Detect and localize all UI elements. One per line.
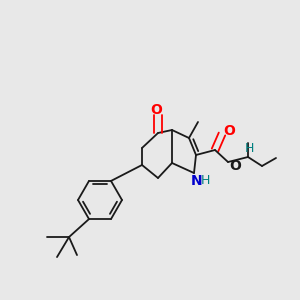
Text: O: O [150,103,162,117]
Text: O: O [223,124,235,138]
Text: H: H [244,142,254,154]
Text: H: H [200,175,210,188]
Text: N: N [191,174,203,188]
Text: O: O [229,159,241,173]
